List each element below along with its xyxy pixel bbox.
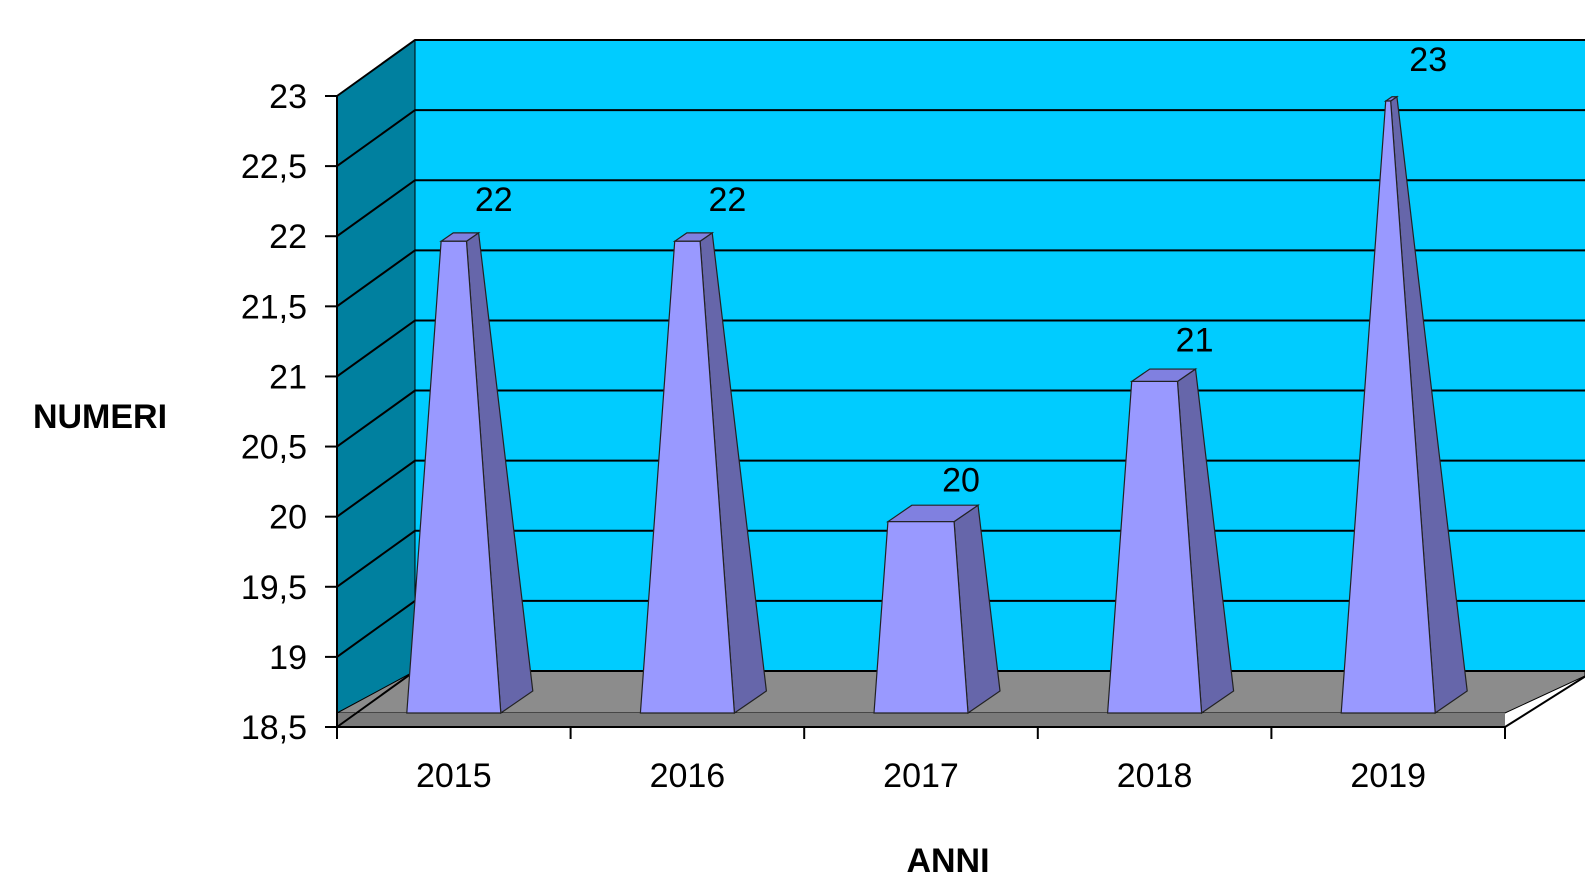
data-label: 22 (475, 181, 513, 219)
bar-2019 (1340, 95, 1468, 715)
y-tick-label: 21 (269, 358, 307, 396)
bar-front (639, 240, 736, 714)
axes-group: 18,5 19 19,5 20 20,5 21 21,5 22 22,5 23 2015 2016 20… (241, 78, 1585, 795)
data-labels-group: 22 22 20 21 23 (475, 41, 1447, 500)
gridline (336, 179, 1585, 238)
floor-edge (337, 713, 1505, 727)
y-tick-label: 23 (269, 78, 307, 116)
bar-front (873, 521, 969, 714)
bar-2016 (639, 231, 768, 715)
bar-2015 (406, 231, 534, 715)
y-tick-label: 22 (269, 218, 307, 256)
x-tick-label: 2018 (1117, 757, 1193, 795)
gridline (336, 109, 1585, 167)
gridline (336, 249, 1585, 308)
bar-2018 (1106, 367, 1235, 715)
y-tick-label: 19 (269, 639, 307, 677)
x-tick-label: 2019 (1350, 757, 1426, 795)
y-tick-label: 20 (269, 499, 307, 537)
y-tick-label: 22,5 (241, 148, 307, 186)
data-label: 23 (1409, 41, 1447, 79)
bars-group (406, 95, 1468, 715)
bar-2017 (873, 504, 1001, 715)
y-tick-label: 19,5 (241, 569, 307, 607)
y-tick-label: 21,5 (241, 288, 307, 326)
x-tick-label: 2017 (883, 757, 959, 795)
x-tick-label: 2016 (650, 757, 726, 795)
data-label: 22 (708, 181, 746, 219)
x-tick-label: 2015 (416, 757, 492, 795)
floor-right-edge (1504, 675, 1585, 728)
x-axis-title: ANNI (906, 842, 989, 880)
bar-front (406, 240, 502, 714)
y-tick-label: 20,5 (241, 429, 307, 467)
side-wall (336, 39, 416, 728)
gridline (336, 319, 1585, 378)
y-axis-title: NUMERI (33, 398, 167, 436)
y-tick-label: 18,5 (241, 709, 307, 747)
data-label: 21 (1176, 321, 1214, 359)
data-label: 20 (942, 462, 980, 500)
bar-front (1106, 380, 1203, 714)
gridline (336, 39, 1585, 97)
bar-front (1340, 100, 1436, 714)
